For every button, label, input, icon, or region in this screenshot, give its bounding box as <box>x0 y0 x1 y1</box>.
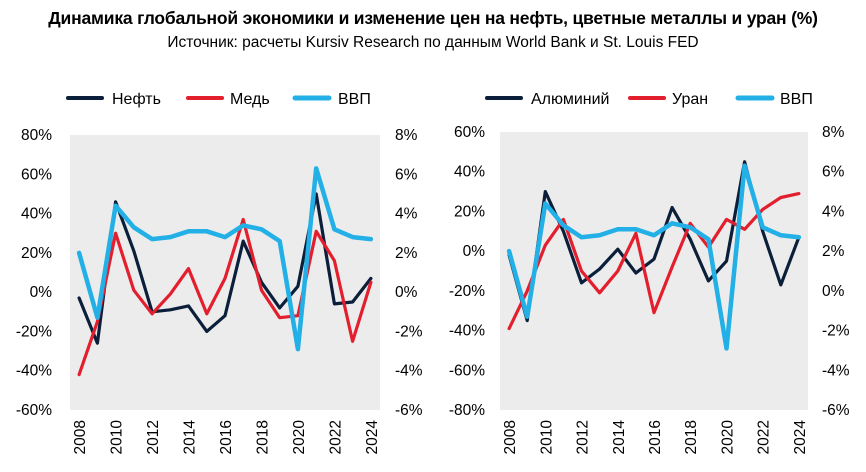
legend-label: Алюминий <box>531 91 609 108</box>
chart-subtitle: Источник: расчеты Kursiv Research по дан… <box>167 34 699 51</box>
right-axis-tick-label: 4% <box>822 203 845 220</box>
left-axis-tick-label: 20% <box>21 245 52 262</box>
x-axis-tick-label: 2018 <box>254 420 271 454</box>
right-axis-tick-label: 2% <box>822 243 845 260</box>
x-axis-tick-label: 2020 <box>291 420 308 455</box>
right-axis-tick-label: -6% <box>395 402 423 419</box>
right-axis-tick-label: 6% <box>395 166 418 183</box>
x-axis-tick-label: 2020 <box>719 420 736 455</box>
x-axis-tick-label: 2018 <box>683 420 700 454</box>
legend-label: ВВП <box>338 91 371 108</box>
plot-area <box>500 132 808 410</box>
series-line-2 <box>507 192 801 331</box>
left-axis-tick-label: -20% <box>449 283 485 300</box>
left-axis-tick-label: -80% <box>449 402 485 419</box>
legend-label: Уран <box>672 91 708 108</box>
left-axis-tick-label: 80% <box>21 127 52 144</box>
right-axis-tick-label: 0% <box>822 283 845 300</box>
x-axis-tick-label: 2024 <box>792 420 809 455</box>
right-axis-tick-label: -4% <box>822 362 850 379</box>
right-axis-tick-label: 6% <box>822 164 845 181</box>
plot-area <box>70 135 380 410</box>
left-axis-tick-label: -20% <box>16 323 52 340</box>
x-axis-tick-label: 2022 <box>327 420 344 454</box>
right-axis-tick-label: -4% <box>395 363 423 380</box>
left-axis-tick-label: 60% <box>21 166 52 183</box>
left-axis-tick-label: -60% <box>449 362 485 379</box>
x-axis-tick-label: 2022 <box>756 420 773 454</box>
chart-right: 60% 40% 20% 0% -20% -40% -60% -80% 8% 6% 4% 2% 0% -2%… <box>449 91 850 454</box>
right-axis-tick-label: 8% <box>822 124 845 141</box>
left-axis-tick-label: 0% <box>463 243 486 260</box>
x-axis-tick-label: 2008 <box>502 420 519 454</box>
right-axis-tick-label: -2% <box>822 323 850 340</box>
left-axis-tick-label: 40% <box>21 206 52 223</box>
x-axis-tick-label: 2012 <box>145 420 162 454</box>
x-axis-tick-label: 2016 <box>218 420 235 454</box>
left-axis-tick-label: 40% <box>454 164 485 181</box>
right-axis-tick-label: 0% <box>395 284 418 301</box>
legend-label: Нефть <box>112 91 161 108</box>
series-line-1 <box>77 192 373 345</box>
legend-label: ВВП <box>780 91 813 108</box>
x-axis-tick-label: 2016 <box>647 420 664 454</box>
series-line-3 <box>506 163 802 351</box>
series-line-3 <box>76 166 374 352</box>
left-axis-tick-label: 0% <box>30 284 53 301</box>
chart-title: Динамика глобальной экономики и изменени… <box>48 8 818 28</box>
legend-label: Медь <box>230 91 270 108</box>
x-axis-tick-label: 2012 <box>575 420 592 454</box>
left-axis-tick-label: -60% <box>16 402 52 419</box>
x-axis-tick-label: 2014 <box>182 420 199 455</box>
left-axis-tick-label: -40% <box>16 363 52 380</box>
x-axis-tick-label: 2008 <box>72 420 89 454</box>
left-axis-tick-label: -40% <box>449 323 485 340</box>
right-axis-tick-label: -2% <box>395 323 423 340</box>
left-axis-tick-label: 20% <box>454 203 485 220</box>
x-axis-tick-label: 2010 <box>538 420 555 455</box>
x-axis-tick-label: 2024 <box>364 420 381 455</box>
right-axis-tick-label: -6% <box>822 402 850 419</box>
right-axis-tick-label: 4% <box>395 206 418 223</box>
x-axis-tick-label: 2014 <box>611 420 628 455</box>
right-axis-tick-label: 2% <box>395 245 418 262</box>
series-line-2 <box>77 217 373 377</box>
right-axis-tick-label: 8% <box>395 127 418 144</box>
x-axis-tick-label: 2010 <box>109 420 126 455</box>
chart-left: 80% 60% 40% 20% 0% -20% -40% -60% 8% 6% 4% 2% 0% -2% -… <box>16 91 423 454</box>
left-axis-tick-label: 60% <box>454 124 485 141</box>
